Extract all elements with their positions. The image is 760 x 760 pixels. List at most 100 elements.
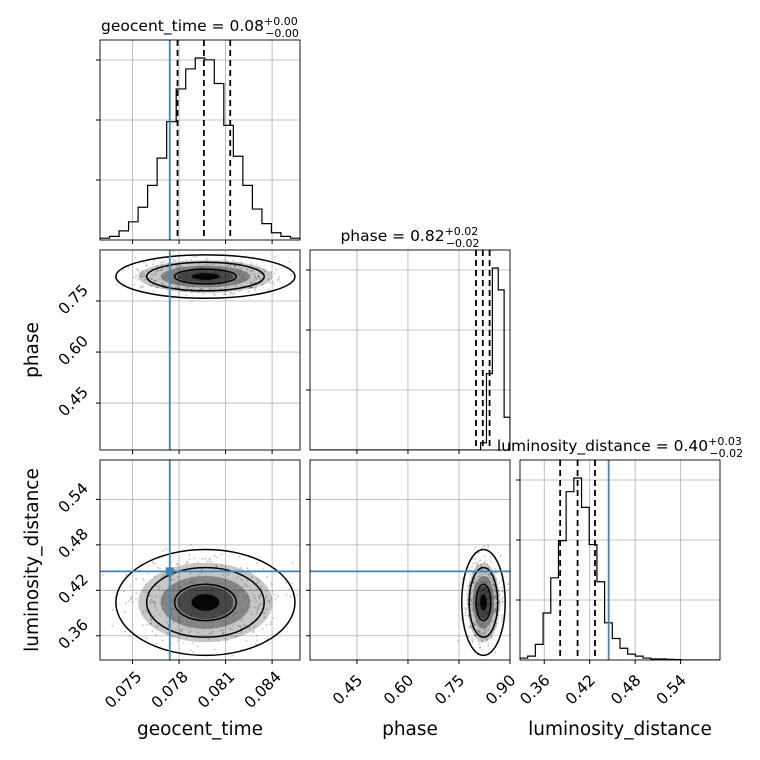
sample-point — [186, 278, 189, 280]
sample-point — [487, 594, 490, 597]
sample-point — [205, 630, 208, 633]
sample-point — [179, 594, 181, 597]
sample-point — [236, 595, 239, 598]
sample-point — [185, 604, 188, 606]
sample-point — [196, 271, 199, 274]
sample-point — [148, 594, 151, 597]
sample-point — [243, 275, 246, 278]
sample-point — [156, 265, 158, 267]
sample-point — [487, 642, 490, 645]
sample-point — [246, 277, 249, 280]
sample-point — [200, 621, 203, 624]
sample-point — [188, 285, 191, 288]
sample-point — [195, 594, 198, 597]
sample-point — [484, 579, 487, 581]
sample-point — [205, 575, 208, 577]
sample-point — [275, 268, 277, 271]
sample-point — [488, 628, 490, 630]
sample-point — [259, 278, 261, 280]
sample-point — [240, 261, 243, 263]
contour-line — [461, 548, 506, 657]
sample-point — [188, 286, 191, 289]
sample-point — [481, 573, 483, 575]
sample-point — [481, 633, 484, 636]
sample-point — [220, 579, 223, 582]
sample-point — [237, 273, 240, 276]
sample-point — [213, 278, 216, 281]
sample-point — [186, 628, 189, 631]
sample-point — [211, 617, 214, 620]
sample-point — [188, 632, 191, 634]
sample-point — [181, 630, 183, 633]
sample-point — [165, 604, 168, 607]
sample-point — [185, 623, 187, 626]
sample-point — [218, 612, 221, 615]
sample-point — [237, 270, 240, 273]
sample-point — [228, 610, 231, 613]
sample-point — [228, 282, 231, 285]
sample-point — [464, 611, 467, 614]
sample-point — [481, 574, 484, 576]
sample-point — [490, 612, 493, 614]
sample-point — [205, 611, 208, 614]
sample-point — [191, 300, 193, 302]
sample-point — [186, 599, 189, 601]
sample-point — [199, 270, 202, 273]
sample-point — [224, 610, 227, 612]
sample-point — [174, 578, 177, 581]
sample-point — [490, 592, 493, 595]
sample-point — [177, 275, 179, 277]
sample-point — [234, 636, 237, 638]
sample-point — [242, 276, 245, 279]
sample-point — [245, 278, 248, 280]
sample-point — [190, 544, 193, 546]
sample-point — [204, 626, 207, 629]
sample-point — [249, 282, 252, 285]
sample-point — [189, 615, 192, 617]
sample-point — [229, 265, 232, 268]
sample-point — [479, 646, 482, 649]
sample-point — [475, 623, 478, 626]
sample-point — [157, 269, 160, 272]
sample-point — [234, 611, 237, 614]
sample-point — [487, 606, 490, 609]
sample-point — [177, 575, 180, 578]
sample-point — [488, 603, 490, 606]
sample-point — [259, 593, 262, 596]
sample-point — [236, 281, 239, 284]
sample-point — [219, 603, 221, 606]
sample-point — [490, 620, 493, 623]
sample-point — [187, 600, 190, 603]
sample-point — [191, 609, 194, 612]
sample-point — [487, 608, 490, 611]
sample-point — [482, 623, 485, 626]
sample-point — [226, 273, 229, 276]
sample-point — [227, 587, 230, 589]
sample-point — [491, 613, 494, 616]
sample-point — [235, 583, 238, 586]
sample-point — [494, 567, 497, 570]
sample-point — [483, 545, 486, 548]
sample-point — [202, 580, 205, 582]
sample-point — [481, 588, 483, 591]
sample-point — [189, 279, 192, 282]
sample-point — [232, 614, 235, 617]
sample-point — [135, 578, 138, 580]
sample-point — [195, 625, 198, 628]
sample-point — [153, 280, 156, 282]
sample-point — [145, 623, 148, 626]
sample-point — [499, 605, 501, 607]
sample-point — [215, 271, 218, 273]
sample-point — [155, 286, 158, 289]
sample-point — [482, 621, 485, 624]
title-plus: +0.03 — [708, 435, 742, 448]
sample-point — [156, 269, 159, 272]
sample-point — [483, 590, 486, 593]
sample-point — [183, 581, 186, 583]
sample-point — [208, 288, 210, 290]
sample-point — [460, 617, 463, 620]
sample-point — [188, 587, 191, 590]
sample-point — [206, 629, 209, 632]
sample-point — [235, 590, 238, 593]
title-minus: −0.00 — [265, 27, 299, 40]
